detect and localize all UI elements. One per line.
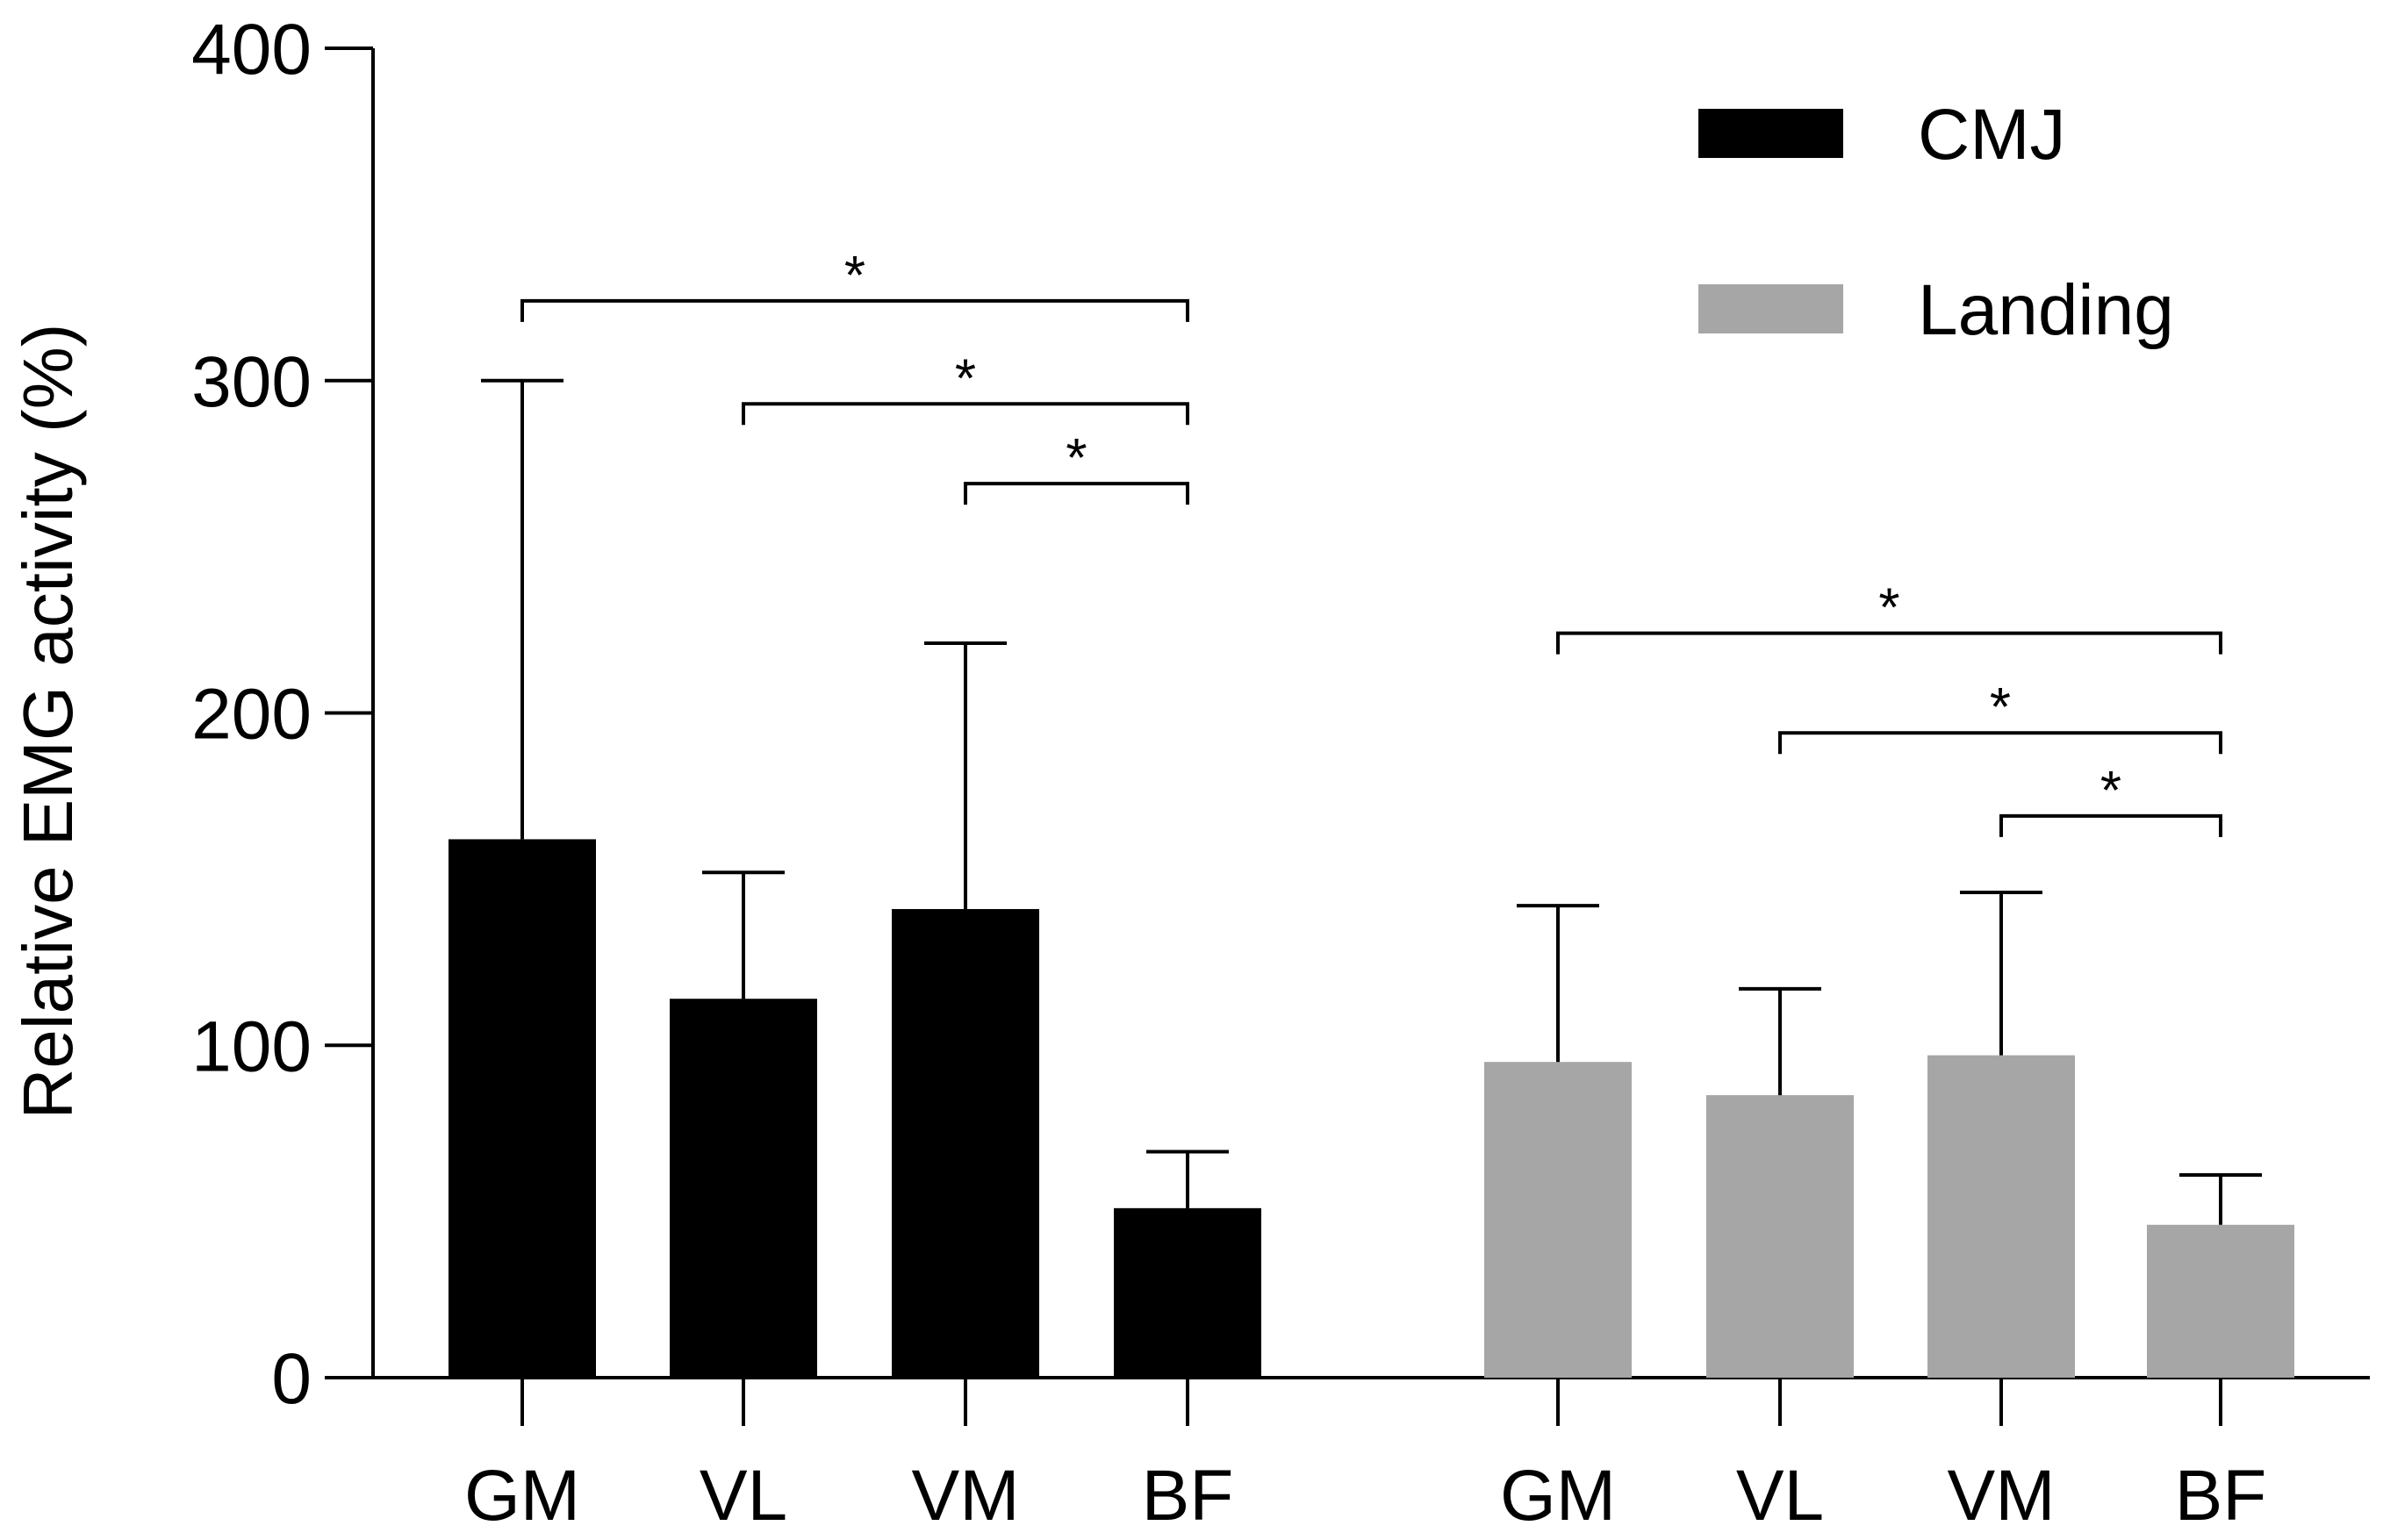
legend-label-landing: Landing [1918, 270, 2174, 350]
significance-star: * [1878, 578, 1899, 639]
significance-star: * [955, 348, 976, 409]
significance-star: * [2100, 761, 2121, 821]
bar-cmj-gm [449, 839, 596, 1378]
category-label: VL [700, 1456, 787, 1536]
y-tick-label: 200 [191, 675, 312, 755]
significance-bracket [1999, 813, 2222, 837]
bar-landing-vm [1927, 1055, 2075, 1378]
bar-landing-gm [1484, 1062, 1632, 1378]
category-label: GM [464, 1456, 580, 1536]
category-label: BF [1142, 1456, 1234, 1536]
category-labels: GM VL VM BF GM VL VM BF [464, 1456, 2266, 1536]
axes: 0 100 200 300 400 [191, 10, 2370, 1426]
legend-label-cmj: CMJ [1918, 95, 2066, 175]
significance-star: * [1066, 428, 1087, 489]
category-label: VM [1948, 1456, 2056, 1536]
significance-bracket [520, 298, 1189, 322]
bars [449, 839, 2294, 1378]
bar-landing-vl [1706, 1095, 1854, 1378]
category-label: BF [2175, 1456, 2267, 1536]
y-axis-label: Relative EMG activity (%) [9, 324, 87, 1120]
error-bars [481, 378, 2262, 1225]
significance-bracket [1778, 731, 2222, 755]
significance-bracket [742, 402, 1189, 426]
bar-cmj-vl [670, 999, 817, 1378]
bar-cmj-bf [1114, 1207, 1261, 1378]
significance-bracket [964, 482, 1189, 505]
category-label: VM [912, 1456, 1020, 1536]
significance-star: * [1990, 677, 2011, 738]
significance-star: * [844, 246, 865, 306]
legend: CMJ Landing [1698, 95, 2174, 350]
bar-cmj-vm [892, 908, 1039, 1378]
bar-landing-bf [2147, 1224, 2294, 1378]
significance-bracket [1556, 631, 2222, 655]
y-tick-label: 400 [191, 10, 312, 90]
legend-swatch-landing [1698, 284, 1843, 333]
category-label: VL [1736, 1456, 1824, 1536]
y-tick-label: 100 [191, 1006, 312, 1086]
y-tick-label: 0 [271, 1339, 312, 1419]
significance-brackets: * * * * * * [520, 246, 2222, 837]
category-label: GM [1500, 1456, 1616, 1536]
y-tick-label: 300 [191, 342, 312, 422]
legend-swatch-cmj [1698, 109, 1843, 158]
